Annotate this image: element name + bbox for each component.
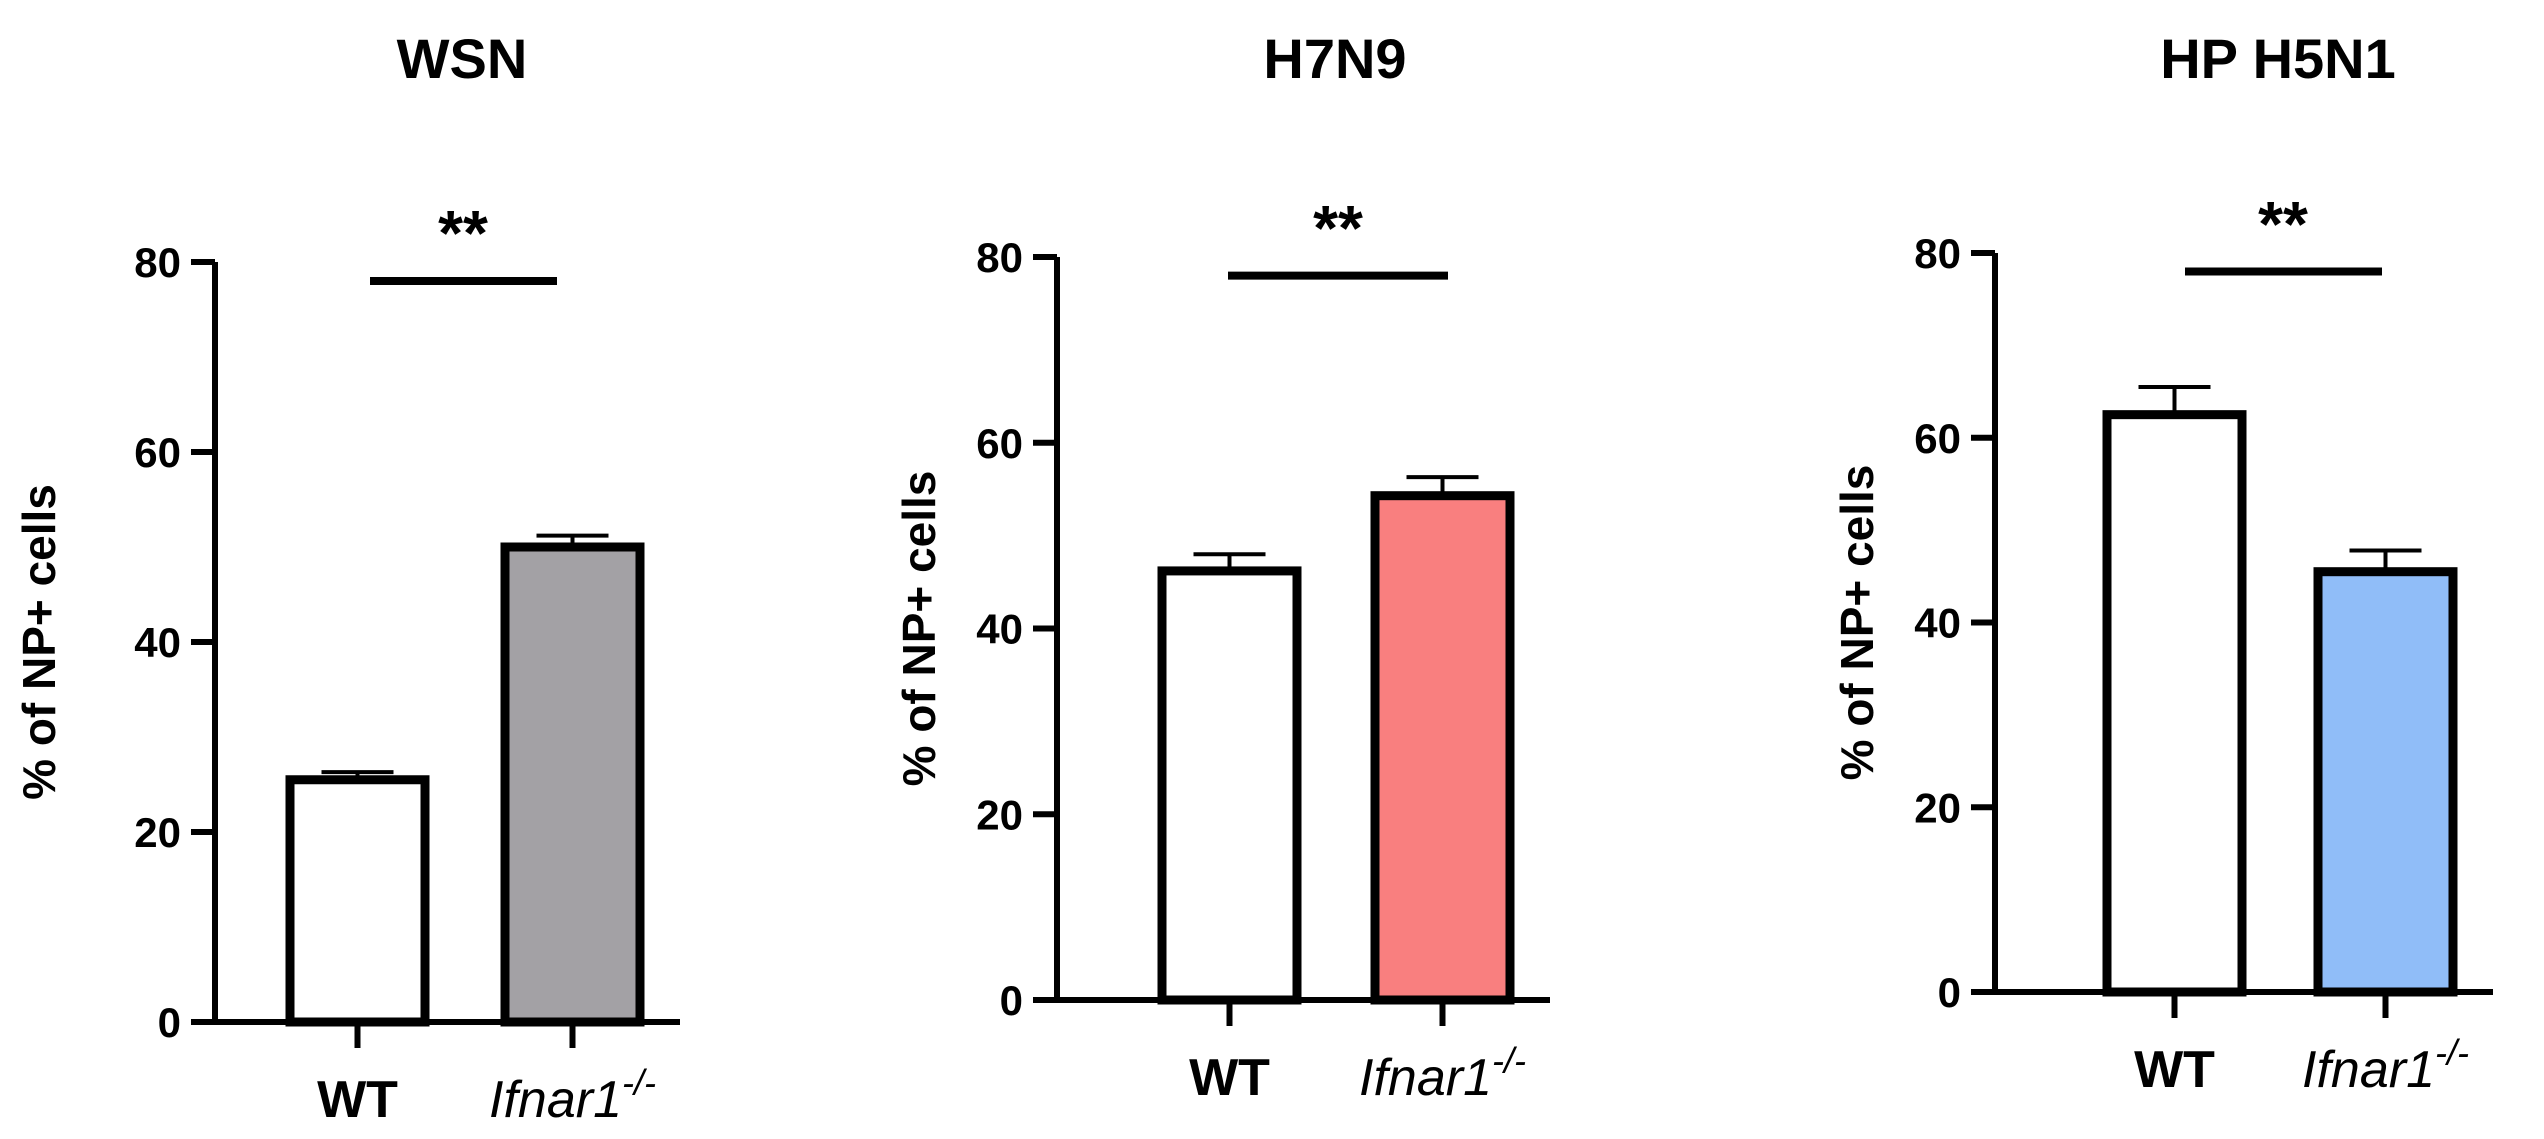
y-tick-label: 80 [1914, 230, 1961, 277]
x-category-label: WT [1189, 1049, 1270, 1107]
chart-title: WSN [397, 27, 528, 90]
bar [1157, 566, 1302, 1005]
x-category-main: WT [1189, 1049, 1270, 1107]
x-category-label: Ifnar1-/- [2302, 1032, 2469, 1099]
chart-title: HP H5N1 [2160, 27, 2396, 90]
y-tick-label: 80 [976, 234, 1023, 281]
panel-wsn: WSN % of NP+ cells 0 20 40 60 80 WT Ifnar1-/- ** [13, 27, 680, 1129]
y-tick-label: 0 [1938, 969, 1961, 1016]
y-tick-label: 40 [976, 606, 1023, 653]
x-category-main: Ifnar1 [2302, 1041, 2435, 1099]
x-category-superscript: -/- [2435, 1032, 2469, 1073]
panel-h7n9: H7N9 % of NP+ cells 0 20 40 60 80 WT Ifnar1-/- ** [893, 27, 1550, 1107]
y-axis-label: % of NP+ cells [1831, 465, 1883, 781]
y-tick-label: 0 [1000, 977, 1023, 1024]
bar [2313, 567, 2458, 997]
x-category-main: Ifnar1 [489, 1071, 622, 1129]
y-axis-label: % of NP+ cells [893, 471, 945, 787]
x-category-main: WT [2134, 1041, 2215, 1099]
panel-hp-h5n1: HP H5N1 % of NP+ cells 0 20 40 60 80 WT Ifnar1-/… [1831, 27, 2493, 1099]
significance-label: ** [1313, 192, 1363, 264]
significance-label: ** [2258, 188, 2308, 260]
y-tick-label: 60 [134, 429, 181, 476]
y-tick-label: 0 [158, 999, 181, 1046]
bar [1370, 491, 1515, 1005]
y-tick-label: 60 [1914, 415, 1961, 462]
y-tick-label: 20 [134, 809, 181, 856]
x-category-label: WT [2134, 1041, 2215, 1099]
y-tick-label: 20 [1914, 784, 1961, 831]
y-tick-label: 40 [134, 619, 181, 666]
y-tick-label: 60 [976, 420, 1023, 467]
chart-title: H7N9 [1263, 27, 1406, 90]
x-category-label: Ifnar1-/- [489, 1062, 656, 1129]
y-axis-label: % of NP+ cells [13, 484, 65, 800]
bar [285, 775, 430, 1027]
x-category-superscript: -/- [622, 1062, 656, 1103]
x-category-label: WT [317, 1071, 398, 1129]
y-tick-label: 40 [1914, 600, 1961, 647]
significance-label: ** [438, 197, 488, 269]
x-category-main: Ifnar1 [1359, 1049, 1492, 1107]
y-tick-label: 80 [134, 239, 181, 286]
bar [2102, 410, 2247, 997]
y-tick-label: 20 [976, 791, 1023, 838]
bar [500, 542, 645, 1027]
x-category-main: WT [317, 1071, 398, 1129]
x-category-superscript: -/- [1492, 1040, 1526, 1081]
x-category-label: Ifnar1-/- [1359, 1040, 1526, 1107]
